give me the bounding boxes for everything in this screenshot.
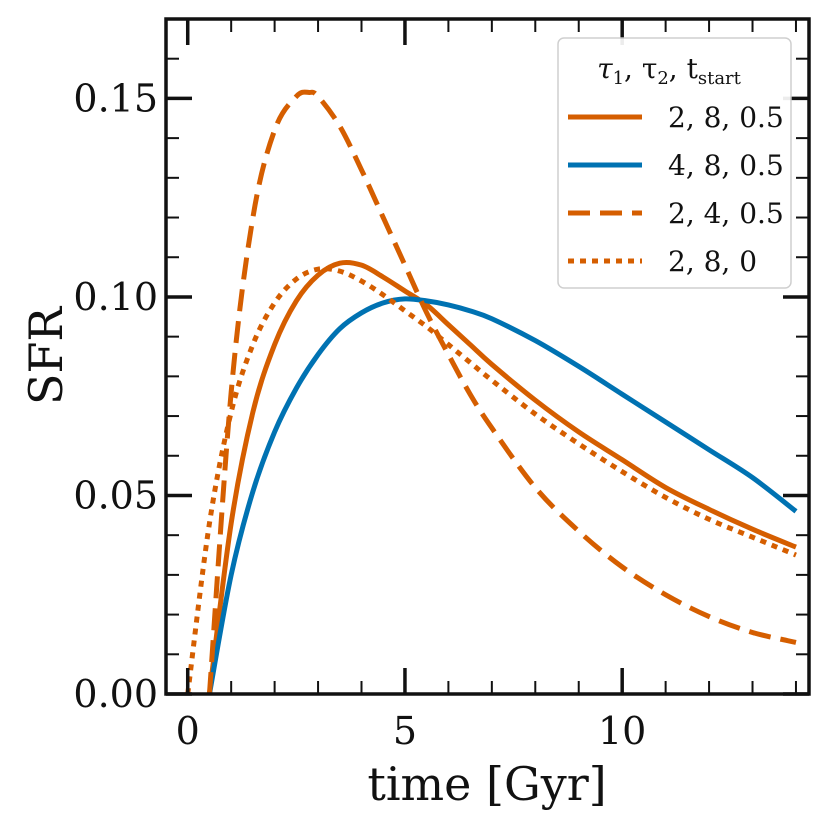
tick-labels-layer: 0 5 10 0.00 0.05 0.10 0.15 bbox=[73, 76, 646, 753]
y-tick-label-1: 0.05 bbox=[73, 473, 158, 517]
legend-title-tau1: τ bbox=[597, 52, 613, 85]
legend-title-sub1: 1 bbox=[613, 68, 624, 89]
series-line-2 bbox=[206, 296, 798, 694]
plot-frame bbox=[164, 17, 811, 696]
series-line-4 bbox=[185, 266, 797, 694]
y-axis-label: SFR bbox=[19, 306, 73, 405]
legend-title-sub2: 2 bbox=[657, 68, 668, 89]
legend-title-sub3: start bbox=[698, 68, 742, 89]
series-line-3 bbox=[206, 89, 797, 694]
y-tick-label-0: 0.00 bbox=[73, 672, 158, 716]
legend-box bbox=[557, 37, 792, 289]
x-tick-label-2: 10 bbox=[598, 709, 646, 753]
legend-label-4: 2, 8, 0 bbox=[668, 245, 757, 278]
x-tick-label-0: 0 bbox=[176, 709, 200, 753]
x-tick-label-1: 5 bbox=[393, 709, 417, 753]
legend-title-tau2: , τ bbox=[624, 52, 657, 85]
legend-label-2: 4, 8, 0.5 bbox=[668, 149, 784, 182]
legend-label-3: 2, 4, 0.5 bbox=[668, 197, 784, 230]
ticks-layer bbox=[166, 18, 809, 696]
y-tick-label-3: 0.15 bbox=[73, 76, 158, 120]
x-axis-label: time [Gyr] bbox=[367, 757, 606, 811]
series-layer bbox=[185, 89, 798, 694]
legend-label-1: 2, 8, 0.5 bbox=[668, 101, 784, 134]
y-tick-label-2: 0.10 bbox=[73, 275, 158, 319]
legend-title: τ1, τ2, tstart bbox=[597, 52, 742, 89]
series-line-1 bbox=[206, 259, 797, 694]
legend: τ1, τ2, tstart 2, 8, 0.5 4, 8, 0.5 2, 4, 0… bbox=[557, 37, 792, 289]
legend-title-t: , t bbox=[669, 52, 699, 85]
